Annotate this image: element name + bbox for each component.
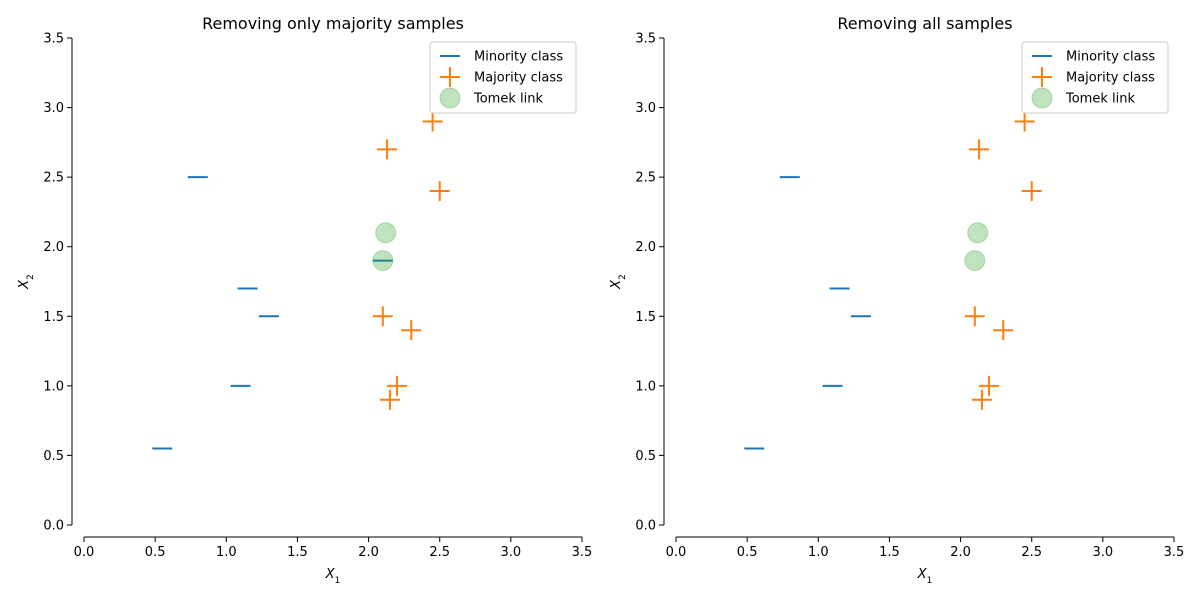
panel-1-legend-label: Majority class (474, 71, 563, 86)
panel-1-x-axis-label: X1 (325, 567, 341, 586)
panel-2-x-tick-label: 1.0 (808, 545, 829, 560)
panel-1-plus-point (387, 375, 408, 396)
panel-2-legend-label: Majority class (1066, 71, 1155, 86)
panel-1-x-tick-label: 3.5 (572, 545, 593, 560)
panel-1-x-tick-label: 3.0 (501, 545, 522, 560)
panel-2-plus-point (979, 375, 1000, 396)
panel-1-y-tick-label: 1.0 (43, 379, 64, 394)
panel-2-legend-label: Tomek link (1065, 92, 1135, 107)
panel-1-x-tick-label: 0.5 (145, 545, 166, 560)
panel-1-y-tick-label: 3.5 (43, 32, 64, 47)
panel-2-legend-circle-swatch (1031, 87, 1053, 109)
panel-2-plus-point (971, 389, 992, 410)
panel-1-series-tomek-link (372, 222, 397, 272)
panel-2-plus-point (969, 139, 990, 160)
panel-1-series-minority-class (152, 176, 393, 450)
panel-1-plus-point (429, 181, 450, 202)
panel-2-y-tick-label: 0.0 (635, 519, 656, 534)
panel-2-circle-point (967, 222, 989, 244)
panel-2-legend: Minority class Majority class Tomek link (1021, 41, 1169, 114)
panel-1-y-tick-label: 0.0 (43, 519, 64, 534)
panel-1-x-tick-label: 2.5 (429, 545, 450, 560)
panel-1-legend-circle-swatch (439, 87, 461, 109)
panel-1-plus-point (422, 111, 443, 132)
panel-2-y-tick-label: 1.5 (635, 310, 656, 325)
panel-2-legend-label: Minority class (1066, 50, 1155, 65)
panel-2-x-tick-label: 3.5 (1164, 545, 1185, 560)
panel-2-legend-plus-swatch (1032, 67, 1052, 87)
panel-2-y-tick-label: 0.5 (635, 449, 656, 464)
panel-1-circle-point (372, 250, 394, 272)
panel-1-x-tick-label: 0.0 (74, 545, 95, 560)
panel-1-legend: Minority class Majority class Tomek link (429, 41, 577, 114)
panel-2-x-tick-label: 0.5 (737, 545, 758, 560)
panel-2-x-axis-label: X1 (917, 567, 933, 586)
panel-1-legend-plus-swatch (440, 67, 460, 87)
panel-1-series-majority-class (372, 111, 450, 410)
panel-1-x-tick-label: 2.0 (358, 545, 379, 560)
panel-2-x-tick-label: 1.5 (879, 545, 900, 560)
panel-1-y-tick-label: 3.0 (43, 101, 64, 116)
panel-2-y-tick-label: 1.0 (635, 379, 656, 394)
panel-2-plus-point (993, 320, 1014, 341)
panel-2-y-tick-label: 2.0 (635, 240, 656, 255)
panel-2: Removing all samples 0.0 0.5 1.0 1.5 2.0 2.5 3.… (609, 14, 1184, 586)
panel-1-y-axis-label: X2 (17, 274, 36, 290)
panel-1-title: Removing only majority samples (202, 14, 464, 33)
panel-1-y-tick-label: 1.5 (43, 310, 64, 325)
panel-1-legend-label: Tomek link (473, 92, 543, 107)
panel-2-y-tick-label: 3.5 (635, 32, 656, 47)
panel-1: Removing only majority samples 0.0 0.5 1.0 1… (17, 14, 592, 586)
panel-1-plus-point (372, 306, 393, 327)
panel-2-series-tomek-link (964, 222, 989, 272)
panel-2-title: Removing all samples (837, 14, 1012, 33)
panel-2-legend-box (1021, 41, 1169, 114)
panel-1-x-tick-label: 1.5 (287, 545, 308, 560)
panel-1-plus-point (379, 389, 400, 410)
panel-2-x-tick-label: 2.5 (1021, 545, 1042, 560)
panel-1-plus-point (377, 139, 398, 160)
panel-1-legend-label: Minority class (474, 50, 563, 65)
panel-2-plus-point (964, 306, 985, 327)
panel-1-y-tick-label: 2.5 (43, 171, 64, 186)
panel-1-y-tick-label: 2.0 (43, 240, 64, 255)
panel-1-circle-point (375, 222, 397, 244)
panel-2-series-majority-class (964, 111, 1042, 410)
panel-2-circle-point (964, 250, 986, 272)
panel-2-y-tick-label: 3.0 (635, 101, 656, 116)
panel-1-y-tick-label: 0.5 (43, 449, 64, 464)
panel-2-series-minority-class (744, 176, 871, 450)
panel-2-y-tick-label: 2.5 (635, 171, 656, 186)
panel-1-x-tick-label: 1.0 (216, 545, 237, 560)
panel-1-plus-point (401, 320, 422, 341)
panel-2-x-tick-label: 2.0 (950, 545, 971, 560)
panel-2-y-axis-label: X2 (609, 274, 628, 290)
panel-1-legend-box (429, 41, 577, 114)
panel-2-x-tick-label: 3.0 (1093, 545, 1114, 560)
panel-2-x-tick-label: 0.0 (666, 545, 687, 560)
panel-2-plus-point (1021, 181, 1042, 202)
panel-2-plus-point (1014, 111, 1035, 132)
